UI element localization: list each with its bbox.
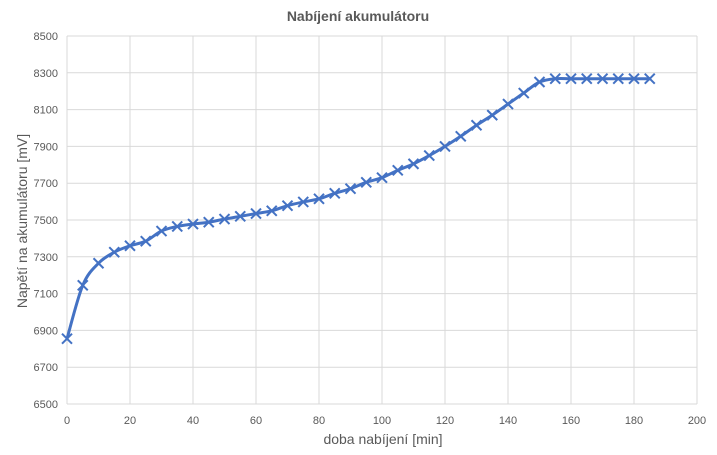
data-point-25 bbox=[455, 130, 467, 142]
y-tick-label-10: 8500 bbox=[34, 31, 58, 43]
y-tick-label-1: 6700 bbox=[34, 362, 58, 374]
data-point-26 bbox=[470, 119, 483, 131]
data-point-9 bbox=[203, 216, 215, 228]
data-point-5 bbox=[140, 235, 152, 247]
chart-title: Nabíjení akumulátoru bbox=[287, 8, 429, 24]
x-tick-label-5: 100 bbox=[373, 415, 391, 427]
data-point-3 bbox=[108, 246, 120, 258]
data-point-12 bbox=[250, 207, 262, 220]
x-tick-label-1: 20 bbox=[124, 415, 136, 427]
data-point-7 bbox=[171, 220, 183, 233]
data-point-32 bbox=[565, 72, 577, 85]
series-layer bbox=[61, 72, 656, 345]
data-point-28 bbox=[502, 98, 514, 110]
data-point-22 bbox=[407, 158, 420, 170]
data-point-6 bbox=[155, 225, 168, 237]
x-tick-label-2: 40 bbox=[187, 415, 199, 427]
data-point-23 bbox=[423, 149, 435, 162]
x-axis-label: doba nabíjení [min] bbox=[323, 431, 442, 447]
data-point-33 bbox=[581, 72, 593, 85]
x-tick-label-7: 140 bbox=[499, 415, 517, 427]
y-tick-label-0: 6500 bbox=[34, 399, 58, 411]
data-point-35 bbox=[612, 72, 624, 85]
x-tick-label-9: 180 bbox=[625, 415, 643, 427]
data-point-37 bbox=[644, 72, 656, 85]
series-line-0 bbox=[65, 76, 652, 341]
x-tick-label-10: 200 bbox=[688, 415, 706, 427]
data-point-21 bbox=[392, 164, 404, 177]
data-point-0 bbox=[61, 332, 73, 345]
data-point-31 bbox=[549, 72, 561, 85]
x-tick-label-3: 60 bbox=[250, 415, 262, 427]
y-tick-label-2: 6900 bbox=[34, 325, 58, 337]
y-tick-label-3: 7100 bbox=[34, 289, 58, 301]
data-point-2 bbox=[92, 257, 105, 269]
data-point-29 bbox=[518, 87, 530, 99]
data-point-34 bbox=[596, 72, 609, 85]
y-axis-ticks: 6500 6700 6900 7100 7300 7500 7700 7900 8100 8300… bbox=[34, 31, 58, 411]
data-point-10 bbox=[218, 213, 231, 225]
data-point-1 bbox=[77, 279, 89, 292]
x-tick-label-4: 80 bbox=[313, 415, 325, 427]
data-point-27 bbox=[486, 109, 498, 121]
x-axis-ticks: 0 20 40 60 80 100 120 140 160 180 200 bbox=[64, 415, 706, 427]
y-tick-label-7: 7900 bbox=[34, 141, 58, 153]
data-point-24 bbox=[439, 140, 451, 153]
x-tick-label-6: 120 bbox=[436, 415, 454, 427]
data-point-13 bbox=[266, 205, 278, 217]
gridlines bbox=[66, 35, 698, 405]
data-point-14 bbox=[281, 199, 294, 212]
data-point-4 bbox=[124, 240, 136, 252]
data-point-8 bbox=[187, 218, 199, 230]
data-point-15 bbox=[297, 196, 309, 208]
y-tick-label-4: 7300 bbox=[34, 252, 58, 264]
x-tick-label-0: 0 bbox=[64, 415, 70, 427]
data-point-17 bbox=[329, 187, 341, 200]
y-tick-label-9: 8300 bbox=[34, 68, 58, 80]
data-point-11 bbox=[234, 210, 246, 223]
y-tick-label-6: 7700 bbox=[34, 178, 58, 190]
data-point-30 bbox=[533, 76, 546, 88]
data-point-20 bbox=[376, 171, 388, 184]
y-axis-label: Napětí na akumulátoru [mV] bbox=[14, 134, 30, 308]
y-tick-label-8: 8100 bbox=[34, 105, 58, 117]
y-tick-label-5: 7500 bbox=[34, 215, 58, 227]
x-tick-label-8: 160 bbox=[562, 415, 580, 427]
data-point-36 bbox=[628, 72, 640, 85]
data-point-19 bbox=[360, 176, 372, 188]
data-point-18 bbox=[344, 183, 357, 195]
data-point-16 bbox=[313, 193, 325, 205]
